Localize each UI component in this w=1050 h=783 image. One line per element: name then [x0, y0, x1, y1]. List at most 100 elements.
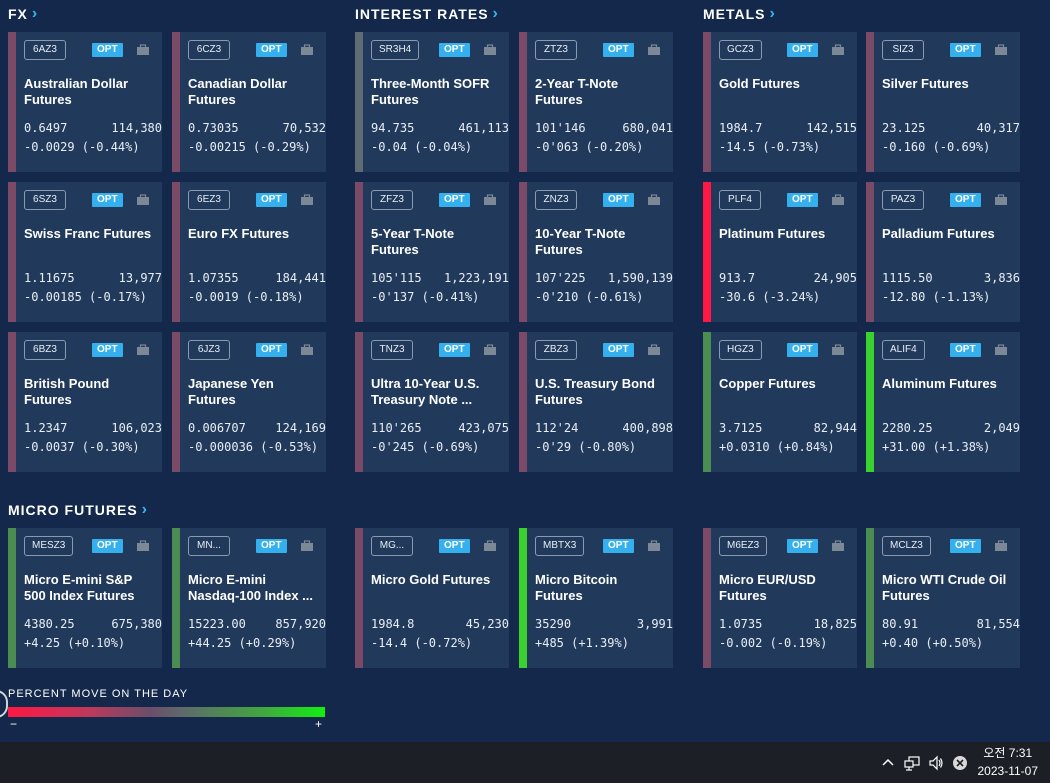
futures-card[interactable]: TNZ3 OPT Ultra 10-Year U.S. Treasury Note …	[355, 332, 509, 472]
symbol-badge[interactable]: HGZ3	[719, 340, 762, 360]
futures-card[interactable]: HGZ3 OPT Copper Futures 3.7125 82,944 +0.0310…	[703, 332, 857, 472]
section-fx[interactable]: FX ›	[8, 5, 38, 23]
briefcase-icon[interactable]	[300, 343, 314, 355]
options-badge[interactable]: OPT	[439, 539, 470, 553]
volume-icon[interactable]	[928, 755, 944, 771]
briefcase-icon[interactable]	[483, 539, 497, 551]
symbol-badge[interactable]: 6SZ3	[24, 190, 66, 210]
section-micro-futures[interactable]: MICRO FUTURES ›	[8, 501, 148, 519]
options-badge[interactable]: OPT	[256, 193, 287, 207]
futures-card[interactable]: MG... OPT Micro Gold Futures 1984.8 45,230 -1…	[355, 528, 509, 668]
close-circle-icon[interactable]	[952, 755, 968, 771]
futures-card[interactable]: MN... OPT Micro E-mini Nasdaq-100 Index ..…	[172, 528, 326, 668]
briefcase-icon[interactable]	[483, 193, 497, 205]
symbol-badge[interactable]: 6CZ3	[188, 40, 230, 60]
symbol-badge[interactable]: ZBZ3	[535, 340, 577, 360]
options-badge[interactable]: OPT	[439, 43, 470, 57]
symbol-badge[interactable]: MESZ3	[24, 536, 74, 556]
briefcase-icon[interactable]	[483, 43, 497, 55]
options-badge[interactable]: OPT	[950, 193, 981, 207]
briefcase-icon[interactable]	[647, 43, 661, 55]
futures-card[interactable]: 6SZ3 OPT Swiss Franc Futures 1.11675 13,977 -…	[8, 182, 162, 322]
options-badge[interactable]: OPT	[787, 193, 818, 207]
briefcase-icon[interactable]	[647, 343, 661, 355]
symbol-badge[interactable]: 6AZ3	[24, 40, 66, 60]
options-badge[interactable]: OPT	[787, 43, 818, 57]
briefcase-icon[interactable]	[647, 539, 661, 551]
options-badge[interactable]: OPT	[439, 193, 470, 207]
options-badge[interactable]: OPT	[256, 539, 287, 553]
briefcase-icon[interactable]	[831, 193, 845, 205]
network-icon[interactable]	[904, 755, 920, 771]
briefcase-icon[interactable]	[300, 539, 314, 551]
options-badge[interactable]: OPT	[950, 343, 981, 357]
section-interest-rates[interactable]: INTEREST RATES ›	[355, 5, 499, 23]
briefcase-icon[interactable]	[831, 343, 845, 355]
options-badge[interactable]: OPT	[256, 343, 287, 357]
taskbar-clock[interactable]: 오전 7:31 2023-11-07	[978, 744, 1039, 780]
options-badge[interactable]: OPT	[787, 539, 818, 553]
futures-card[interactable]: ZFZ3 OPT 5-Year T-Note Futures 105'115 1,223…	[355, 182, 509, 322]
briefcase-icon[interactable]	[647, 193, 661, 205]
briefcase-icon[interactable]	[994, 343, 1008, 355]
symbol-badge[interactable]: MBTX3	[535, 536, 585, 556]
futures-card[interactable]: ZTZ3 OPT 2-Year T-Note Futures 101'146 680,0…	[519, 32, 673, 172]
futures-card[interactable]: ZNZ3 OPT 10-Year T-Note Futures 107'225 1,59…	[519, 182, 673, 322]
futures-card[interactable]: MCLZ3 OPT Micro WTI Crude Oil Futures 80.91…	[866, 528, 1020, 668]
futures-card[interactable]: MESZ3 OPT Micro E-mini S&P 500 Index Futur…	[8, 528, 162, 668]
symbol-badge[interactable]: ZNZ3	[535, 190, 577, 210]
symbol-badge[interactable]: ZFZ3	[371, 190, 413, 210]
futures-card[interactable]: 6BZ3 OPT British Pound Futures 1.2347 106,02…	[8, 332, 162, 472]
futures-card[interactable]: PAZ3 OPT Palladium Futures 1115.50 3,836 -12.…	[866, 182, 1020, 322]
briefcase-icon[interactable]	[831, 539, 845, 551]
options-badge[interactable]: OPT	[603, 539, 634, 553]
symbol-badge[interactable]: PLF4	[719, 190, 761, 210]
options-badge[interactable]: OPT	[603, 43, 634, 57]
symbol-badge[interactable]: PAZ3	[882, 190, 924, 210]
briefcase-icon[interactable]	[136, 43, 150, 55]
briefcase-icon[interactable]	[994, 43, 1008, 55]
options-badge[interactable]: OPT	[92, 43, 123, 57]
symbol-badge[interactable]: SIZ3	[882, 40, 924, 60]
symbol-badge[interactable]: SR3H4	[371, 40, 420, 60]
symbol-badge[interactable]: TNZ3	[371, 340, 413, 360]
futures-card[interactable]: 6JZ3 OPT Japanese Yen Futures 0.006707 124,1…	[172, 332, 326, 472]
briefcase-icon[interactable]	[994, 539, 1008, 551]
futures-card[interactable]: SR3H4 OPT Three-Month SOFR Futures 94.735 46…	[355, 32, 509, 172]
symbol-badge[interactable]: 6JZ3	[188, 340, 230, 360]
briefcase-icon[interactable]	[831, 43, 845, 55]
futures-card[interactable]: 6EZ3 OPT Euro FX Futures 1.07355 184,441 -0.0…	[172, 182, 326, 322]
futures-card[interactable]: M6EZ3 OPT Micro EUR/USD Futures 1.0735 18,82…	[703, 528, 857, 668]
briefcase-icon[interactable]	[300, 43, 314, 55]
options-badge[interactable]: OPT	[92, 539, 123, 553]
options-badge[interactable]: OPT	[92, 343, 123, 357]
futures-card[interactable]: SIZ3 OPT Silver Futures 23.125 40,317 -0.160 …	[866, 32, 1020, 172]
chevron-up-icon[interactable]	[880, 755, 896, 771]
briefcase-icon[interactable]	[994, 193, 1008, 205]
briefcase-icon[interactable]	[300, 193, 314, 205]
options-badge[interactable]: OPT	[92, 193, 123, 207]
options-badge[interactable]: OPT	[950, 539, 981, 553]
symbol-badge[interactable]: M6EZ3	[719, 536, 768, 556]
options-badge[interactable]: OPT	[603, 193, 634, 207]
symbol-badge[interactable]: ZTZ3	[535, 40, 577, 60]
symbol-badge[interactable]: 6BZ3	[24, 340, 66, 360]
futures-card[interactable]: MBTX3 OPT Micro Bitcoin Futures 35290 3,991 +…	[519, 528, 673, 668]
options-badge[interactable]: OPT	[439, 343, 470, 357]
symbol-badge[interactable]: ALIF4	[882, 340, 925, 360]
futures-card[interactable]: 6CZ3 OPT Canadian Dollar Futures 0.73035 70,…	[172, 32, 326, 172]
symbol-badge[interactable]: MN...	[188, 536, 230, 556]
section-metals[interactable]: METALS ›	[703, 5, 776, 23]
futures-card[interactable]: ALIF4 OPT Aluminum Futures 2280.25 2,049 +31.…	[866, 332, 1020, 472]
briefcase-icon[interactable]	[136, 343, 150, 355]
options-badge[interactable]: OPT	[603, 343, 634, 357]
briefcase-icon[interactable]	[483, 343, 497, 355]
symbol-badge[interactable]: 6EZ3	[188, 190, 230, 210]
symbol-badge[interactable]: GCZ3	[719, 40, 762, 60]
futures-card[interactable]: GCZ3 OPT Gold Futures 1984.7 142,515 -14.5 (-…	[703, 32, 857, 172]
futures-card[interactable]: PLF4 OPT Platinum Futures 913.7 24,905 -30.6 …	[703, 182, 857, 322]
options-badge[interactable]: OPT	[256, 43, 287, 57]
symbol-badge[interactable]: MCLZ3	[882, 536, 931, 556]
symbol-badge[interactable]: MG...	[371, 536, 413, 556]
options-badge[interactable]: OPT	[950, 43, 981, 57]
